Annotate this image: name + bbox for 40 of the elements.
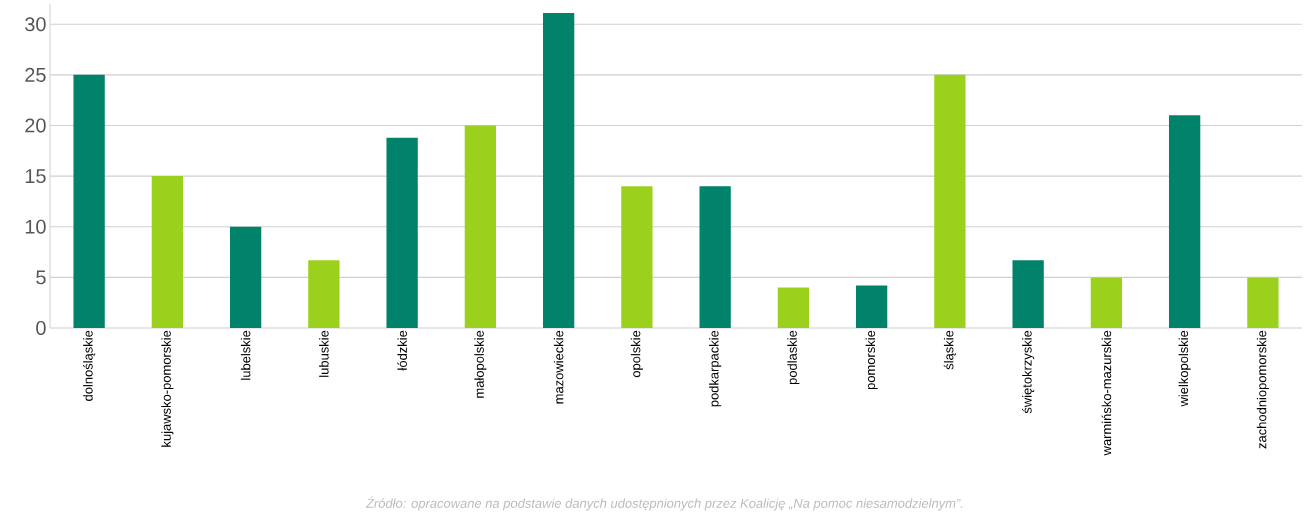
bar <box>934 74 966 328</box>
bar <box>308 260 340 328</box>
bar <box>229 226 262 328</box>
x-tick-label: kujawsko-pomorskie <box>161 330 174 447</box>
bar <box>1090 277 1123 328</box>
y-tick-label: 5 <box>36 270 46 285</box>
x-tick-label: wielkopolskie <box>1178 330 1191 407</box>
bar <box>1247 277 1279 328</box>
bar <box>1168 115 1201 328</box>
bar <box>151 176 184 328</box>
bar <box>542 13 575 328</box>
x-tick-label: śląskie <box>943 330 956 370</box>
x-tick-label: dolnośląskie <box>83 330 96 401</box>
bar <box>621 186 653 328</box>
x-tick-label: świętokrzyskie <box>1022 330 1035 414</box>
x-tick-label: łódzkie <box>397 330 407 371</box>
x-tick-label: opolskie <box>630 330 643 378</box>
x-tick-label: podkarpackie <box>709 330 722 407</box>
y-tick-label: 15 <box>25 169 46 184</box>
x-tick-label: zachodniopomorskie <box>1256 330 1269 449</box>
y-tick-label: 25 <box>25 67 46 82</box>
bar <box>1012 260 1044 328</box>
y-tick-label: 30 <box>25 17 46 32</box>
x-tick-label: lubuskie <box>319 330 329 377</box>
y-tick-label: 10 <box>25 219 46 234</box>
x-tick-label: warmińsko-mazurskie <box>1101 330 1112 456</box>
y-tick-label: 0 <box>36 320 46 336</box>
x-tick-label: lubelskie <box>240 330 251 380</box>
x-tick-label: małopolskie <box>474 330 487 398</box>
bar <box>73 74 105 328</box>
y-tick-label: 20 <box>25 118 46 133</box>
text: Źródło: opracowane na podstawie danych udostępnionych przez Koalicję „Na pomoc niesamodzielnym”. <box>365 496 963 511</box>
bar <box>855 285 888 328</box>
bar <box>464 125 497 328</box>
bar <box>699 186 731 328</box>
x-tick-label: podlaskie <box>787 330 800 385</box>
x-tick-label: pomorskie <box>865 330 878 390</box>
bar <box>386 137 418 328</box>
bar <box>777 287 810 328</box>
x-tick-label: mazowieckie <box>553 330 564 404</box>
